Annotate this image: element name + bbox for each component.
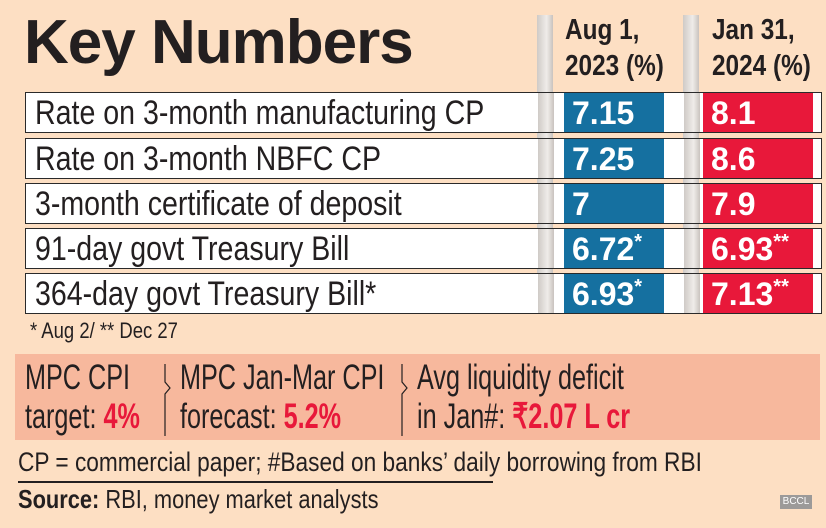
title: Key Numbers: [24, 8, 414, 77]
table-row: 3-month certificate of deposit 7 7.9: [25, 183, 822, 224]
value-aug-2023: 7.15: [564, 93, 664, 132]
column-divider: [684, 274, 700, 313]
table-row: Rate on 3-month NBFC CP 7.25 8.6: [25, 138, 822, 179]
value-jan-2024: 7.9: [703, 184, 813, 223]
column-divider: [538, 184, 554, 223]
separator: [401, 364, 408, 436]
source: Source: RBI, money market analysts: [18, 484, 379, 514]
column-divider: [538, 93, 554, 132]
table-row: 91-day govt Treasury Bill 6.72* 6.93**: [25, 228, 822, 269]
column-header-jan: Jan 31, 2024 (%): [712, 14, 811, 82]
row-label: Rate on 3-month manufacturing CP: [35, 94, 485, 132]
highlight-liquidity-deficit: Avg liquidity deficit in Jan#: ₹2.07 L cr: [417, 358, 631, 436]
date-note: * Aug 2/ ** Dec 27: [30, 318, 178, 343]
table-row: 364-day govt Treasury Bill* 6.93* 7.13**: [25, 273, 822, 314]
column-divider: [684, 93, 700, 132]
value-aug-2023: 6.93*: [564, 274, 664, 313]
row-label: 91-day govt Treasury Bill: [35, 230, 350, 268]
separator: [164, 364, 171, 436]
value-aug-2023: 6.72*: [564, 229, 664, 268]
value-aug-2023: 7: [564, 184, 664, 223]
value-jan-2024: 8.1: [703, 93, 813, 132]
column-divider: [538, 274, 554, 313]
column-divider: [538, 139, 554, 178]
row-label: 3-month certificate of deposit: [35, 185, 402, 223]
column-header-aug: Aug 1, 2023 (%): [565, 14, 664, 82]
highlight-cpi-target: MPC CPI target: 4%: [25, 358, 140, 436]
value-jan-2024: 8.6: [703, 139, 813, 178]
footnote: CP = commercial paper; #Based on banks’ …: [18, 447, 702, 477]
value-jan-2024: 7.13**: [703, 274, 813, 313]
table-row: Rate on 3-month manufacturing CP 7.15 8.…: [25, 92, 822, 133]
divider: [18, 481, 493, 483]
row-label: 364-day govt Treasury Bill*: [35, 275, 377, 313]
column-divider: [684, 139, 700, 178]
row-label: Rate on 3-month NBFC CP: [35, 140, 382, 178]
column-divider: [684, 184, 700, 223]
column-divider: [538, 229, 554, 268]
highlight-cpi-forecast: MPC Jan-Mar CPI forecast: 5.2%: [180, 358, 385, 436]
column-divider: [684, 229, 700, 268]
value-jan-2024: 6.93**: [703, 229, 813, 268]
highlights-box: MPC CPI target: 4% MPC Jan-Mar CPI forecas…: [15, 354, 820, 440]
watermark: BCCL: [780, 495, 812, 509]
value-aug-2023: 7.25: [564, 139, 664, 178]
